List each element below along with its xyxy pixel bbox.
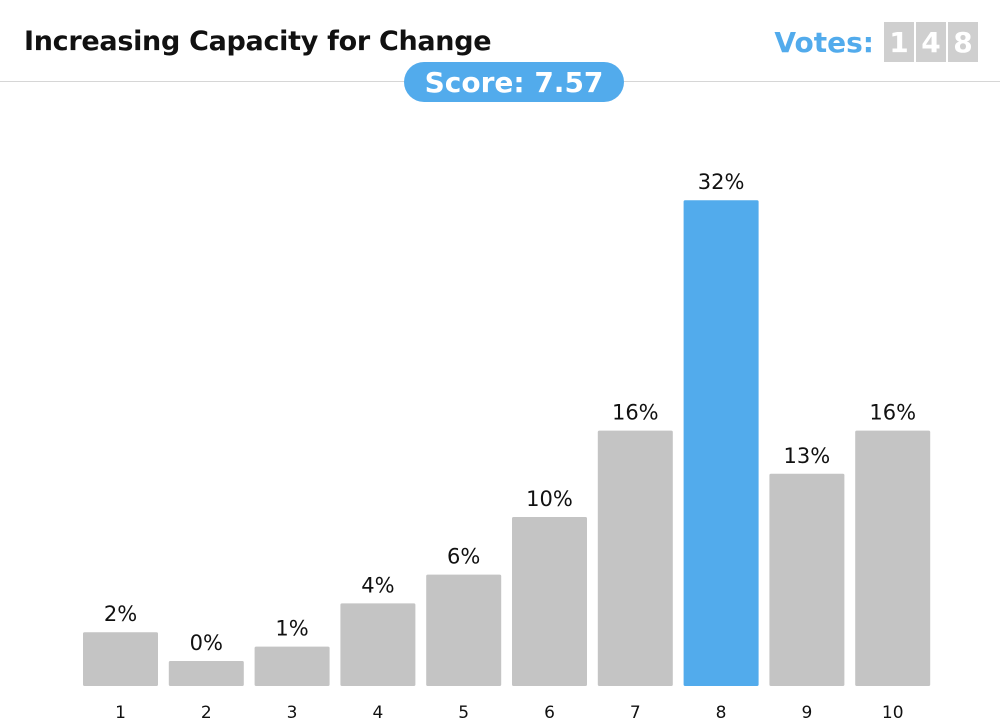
votes-digit: 4 xyxy=(916,22,946,62)
value-label: 4% xyxy=(361,573,394,597)
x-tick-label: 8 xyxy=(716,703,727,723)
header-bar: Increasing Capacity for Change Votes: 1 … xyxy=(0,0,1000,82)
x-tick-label: 2 xyxy=(201,703,212,723)
value-label: 32% xyxy=(698,170,745,194)
x-tick-label: 4 xyxy=(372,703,383,723)
value-label: 10% xyxy=(526,487,573,511)
bar-7 xyxy=(597,430,673,686)
value-label: 0% xyxy=(190,631,223,655)
x-tick-label: 3 xyxy=(287,703,298,723)
value-label: 16% xyxy=(869,401,916,425)
value-label: 2% xyxy=(104,602,137,626)
x-tick-label: 5 xyxy=(458,703,469,723)
x-tick-label: 10 xyxy=(882,703,904,723)
x-tick-label: 9 xyxy=(801,703,812,723)
bar-2 xyxy=(168,661,244,686)
votes-label: Votes: xyxy=(774,25,874,59)
votes-digit: 1 xyxy=(884,22,914,62)
value-label: 13% xyxy=(784,444,831,468)
votes-digit: 8 xyxy=(948,22,978,62)
bar-6 xyxy=(512,517,587,686)
bar-8 xyxy=(683,200,759,686)
bar-10 xyxy=(855,430,931,686)
x-tick-label: 7 xyxy=(630,703,641,723)
x-tick-label: 1 xyxy=(115,703,126,723)
x-tick-label: 6 xyxy=(544,703,555,723)
chart-title: Increasing Capacity for Change xyxy=(24,26,492,57)
bar-5 xyxy=(426,574,502,686)
score-badge: Score: 7.57 xyxy=(404,62,624,102)
bar-1 xyxy=(83,632,158,686)
bar-9 xyxy=(769,473,845,686)
bar-3 xyxy=(254,646,330,686)
value-label: 16% xyxy=(612,401,659,425)
bar-4 xyxy=(340,603,416,686)
value-label: 6% xyxy=(447,545,480,569)
votes-digits: 1 4 8 xyxy=(884,22,978,62)
value-label: 1% xyxy=(275,617,308,641)
votes-counter: Votes: 1 4 8 xyxy=(774,22,978,62)
